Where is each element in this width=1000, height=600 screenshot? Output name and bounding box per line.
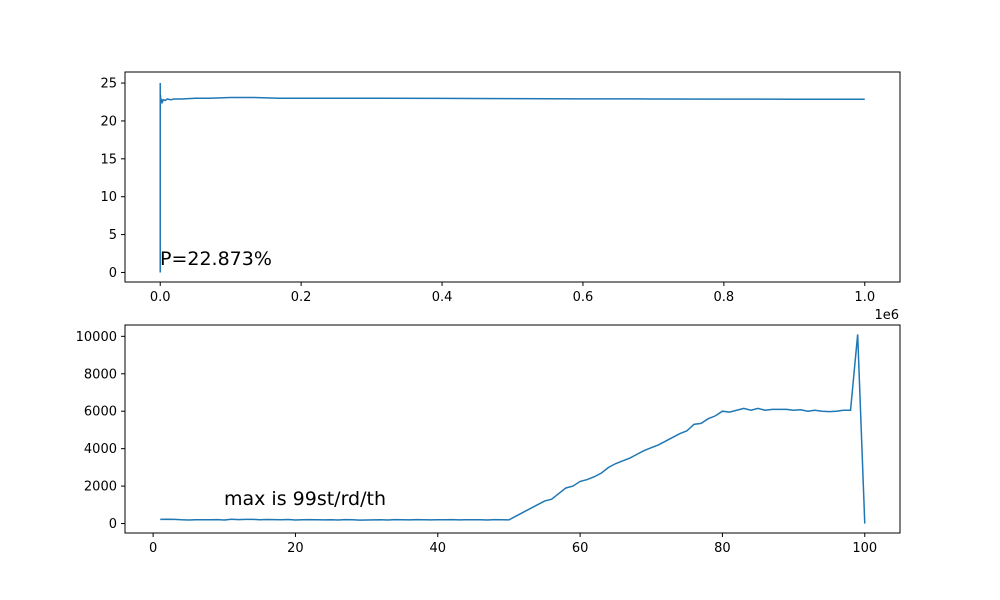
y-tick-label: 20 [100,114,117,129]
bottom-annotation: max is 99st/rd/th [224,488,386,510]
y-tick-label: 4000 [84,442,117,457]
x-tick-label: 0.2 [291,290,312,305]
x-tick-label: 0.4 [432,290,453,305]
x-tick-label: 100 [852,541,877,556]
y-tick-label: 15 [100,152,117,167]
top-x-offset-label: 1e6 [874,308,899,323]
bottom-subplot: 0 20 40 60 80 100 0 2000 4000 6000 8000 10000 max … [76,324,901,556]
y-tick-label: 0 [109,517,117,532]
bottom-y-axis: 0 2000 4000 6000 8000 10000 [76,330,125,532]
y-tick-label: 0 [109,266,117,281]
y-tick-label: 5 [109,228,117,243]
x-tick-label: 80 [714,541,731,556]
top-y-axis: 0 5 10 15 20 25 [100,77,125,281]
y-tick-label: 10000 [76,330,117,345]
top-series-line [159,83,865,273]
x-tick-label: 0.6 [573,290,594,305]
bottom-series-line [160,334,866,524]
bottom-plot-frame [124,324,901,534]
top-plot-frame [124,71,901,283]
y-tick-label: 2000 [84,480,117,495]
x-tick-label: 1.0 [854,290,875,305]
top-annotation: P=22.873% [160,248,272,270]
x-tick-label: 0.8 [714,290,735,305]
y-tick-label: 6000 [84,405,117,420]
y-tick-label: 25 [100,77,117,92]
x-tick-label: 20 [287,541,304,556]
x-tick-label: 60 [572,541,589,556]
x-tick-label: 0.0 [150,290,171,305]
y-tick-label: 8000 [84,367,117,382]
x-tick-label: 0 [149,541,157,556]
bottom-x-axis: 0 20 40 60 80 100 [149,533,877,556]
y-tick-label: 10 [100,190,117,205]
x-tick-label: 40 [430,541,447,556]
top-x-axis: 0.0 0.2 0.4 0.6 0.8 1.0 [150,282,875,305]
